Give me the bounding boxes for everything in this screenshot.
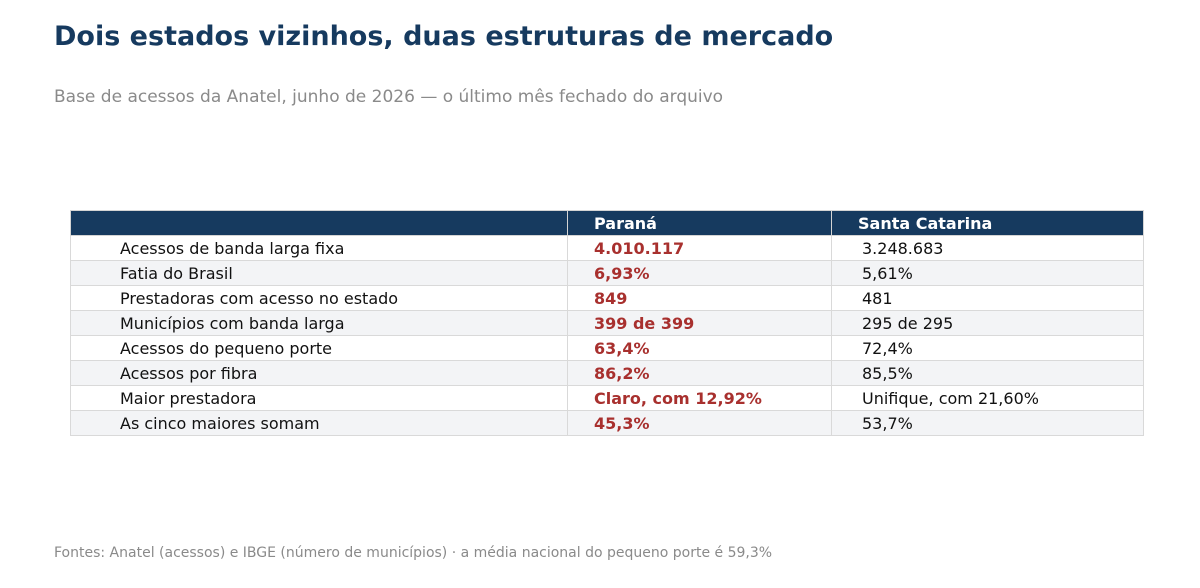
- table-row: As cinco maiores somam 45,3% 53,7%: [70, 410, 1144, 436]
- comparison-table: Paraná Santa Catarina Acessos de banda l…: [70, 210, 1144, 436]
- row-label: Acessos do pequeno porte: [70, 335, 568, 361]
- parana-value: 399 de 399: [567, 310, 832, 336]
- santa-catarina-value: 3.248.683: [831, 235, 1144, 261]
- row-label: Fatia do Brasil: [70, 260, 568, 286]
- parana-value: 849: [567, 285, 832, 311]
- table-row: Acessos do pequeno porte 63,4% 72,4%: [70, 335, 1144, 361]
- table-row: Maior prestadora Claro, com 12,92% Unifiqu…: [70, 385, 1144, 411]
- parana-value: Claro, com 12,92%: [567, 385, 832, 411]
- santa-catarina-value: 53,7%: [831, 410, 1144, 436]
- parana-value: 45,3%: [567, 410, 832, 436]
- chart-title: Dois estados vizinhos, duas estruturas d…: [54, 21, 834, 52]
- source-footnote: Fontes: Anatel (acessos) e IBGE (número …: [54, 545, 773, 561]
- parana-value: 6,93%: [567, 260, 832, 286]
- row-label: Maior prestadora: [70, 385, 568, 411]
- santa-catarina-value: 5,61%: [831, 260, 1144, 286]
- parana-value: 63,4%: [567, 335, 832, 361]
- table-row: Fatia do Brasil 6,93% 5,61%: [70, 260, 1144, 286]
- santa-catarina-value: 481: [831, 285, 1144, 311]
- table-row: Prestadoras com acesso no estado 849 481: [70, 285, 1144, 311]
- table-row: Municípios com banda larga 399 de 399 295 …: [70, 310, 1144, 336]
- santa-catarina-value: 85,5%: [831, 360, 1144, 386]
- table-row: Acessos por fibra 86,2% 85,5%: [70, 360, 1144, 386]
- parana-value: 86,2%: [567, 360, 832, 386]
- table-header-row: Paraná Santa Catarina: [70, 210, 1144, 236]
- santa-catarina-value: 295 de 295: [831, 310, 1144, 336]
- santa-catarina-value: 72,4%: [831, 335, 1144, 361]
- table-row: Acessos de banda larga fixa 4.010.117 3.24…: [70, 235, 1144, 261]
- header-cell-parana: Paraná: [567, 210, 832, 236]
- parana-value: 4.010.117: [567, 235, 832, 261]
- header-cell-metric: [70, 210, 568, 236]
- table-body: Acessos de banda larga fixa 4.010.117 3.24…: [70, 235, 1144, 436]
- row-label: As cinco maiores somam: [70, 410, 568, 436]
- header-cell-santa-catarina: Santa Catarina: [831, 210, 1144, 236]
- row-label: Prestadoras com acesso no estado: [70, 285, 568, 311]
- row-label: Municípios com banda larga: [70, 310, 568, 336]
- row-label: Acessos de banda larga fixa: [70, 235, 568, 261]
- chart-subtitle: Base de acessos da Anatel, junho de 2026…: [54, 87, 724, 107]
- row-label: Acessos por fibra: [70, 360, 568, 386]
- santa-catarina-value: Unifique, com 21,60%: [831, 385, 1144, 411]
